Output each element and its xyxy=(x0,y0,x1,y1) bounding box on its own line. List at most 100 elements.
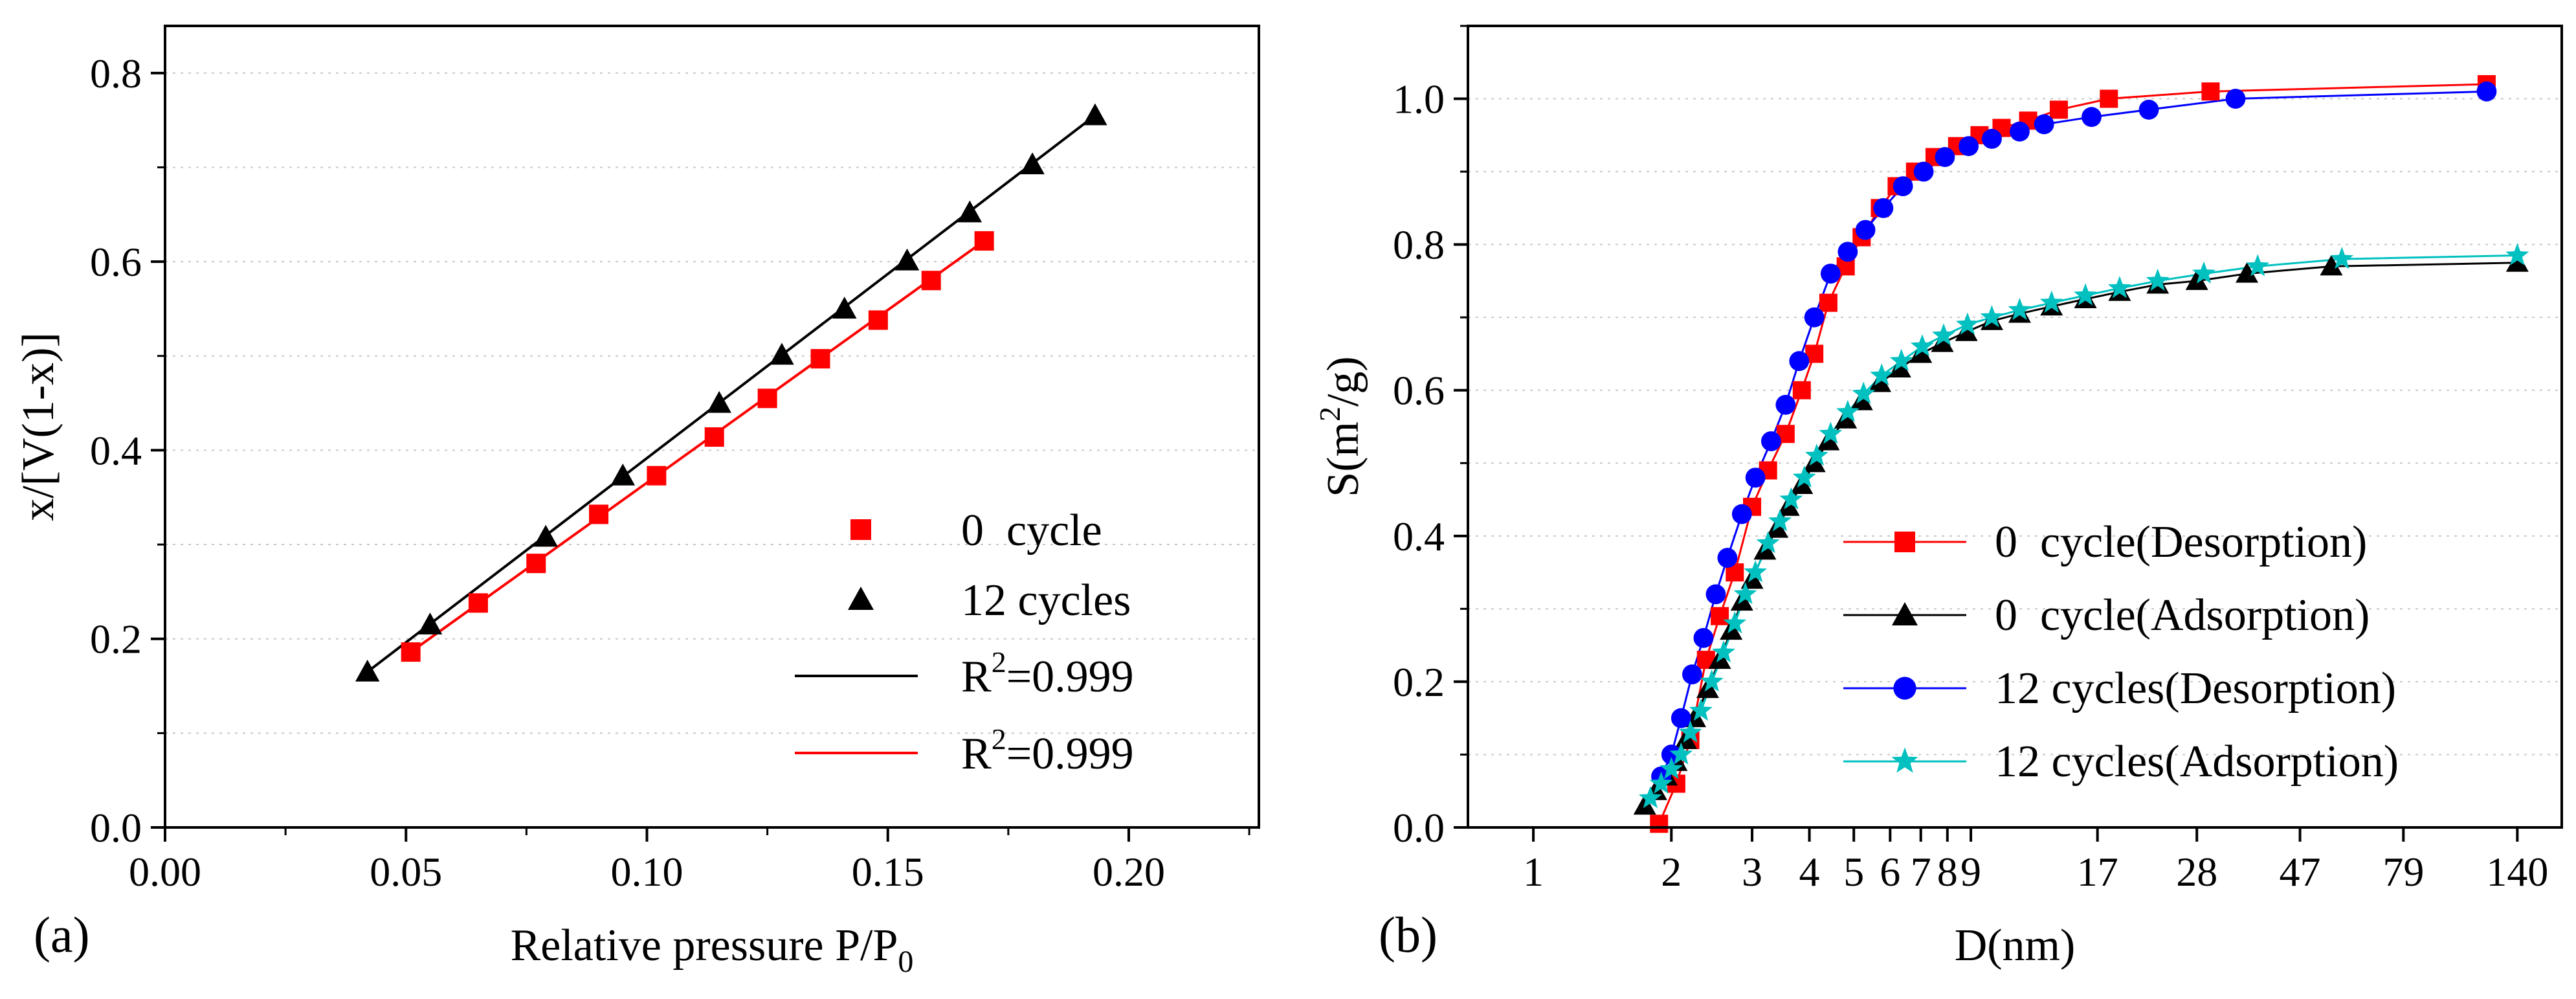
chart-b-x-label: D(nm) xyxy=(1955,921,2076,971)
x-tick-label: 0.20 xyxy=(1093,849,1165,895)
point-12-cycles-adsorption xyxy=(1889,348,1913,371)
point-0-cycle xyxy=(921,271,941,291)
point-12-cycles-adsorption xyxy=(1649,771,1673,794)
point-12-cycles-desorption xyxy=(2138,100,2159,120)
chart-a-x-ticks: 0.00 0.05 0.10 0.15 0.20 xyxy=(129,827,1250,895)
point-12-cycles-adsorption xyxy=(2246,254,2270,276)
point-12-cycles-desorption xyxy=(1731,504,1752,524)
x-tick-label: 0.05 xyxy=(370,849,442,895)
chart-a-panel-label: (a) xyxy=(34,906,90,963)
chart-a-y-ticks: 0.0 0.2 0.4 0.6 0.8 xyxy=(90,51,165,851)
point-12-cycles-desorption xyxy=(1745,467,1766,488)
chart-a-x-label-sub: 0 xyxy=(898,945,913,979)
point-12-cycles-adsorption xyxy=(2039,290,2063,313)
x-tick-label: 3 xyxy=(1742,849,1762,895)
chart-a-grid xyxy=(165,72,1259,734)
fit-black-rest: =0.999 xyxy=(1006,652,1134,702)
point-12-cycles-desorption xyxy=(2034,114,2054,135)
point-12-cycles xyxy=(770,342,794,365)
point-12-cycles-adsorption xyxy=(1689,699,1713,721)
y-tick-label: 0.4 xyxy=(90,427,142,473)
x-tick-label: 79 xyxy=(2382,849,2424,895)
point-0-cycle-desorption xyxy=(2049,100,2068,119)
chart-a-x-label-main: Relative pressure P/P xyxy=(511,921,898,971)
legend-item-0-cycle: 0 cycle xyxy=(850,506,1102,556)
point-12-cycles-desorption xyxy=(2010,121,2030,142)
point-12-cycles-adsorption xyxy=(1700,669,1724,692)
point-0-cycle-adsorption xyxy=(2185,269,2208,290)
legend-marker-12-cycles-desorption xyxy=(1893,677,1916,700)
point-0-cycle-adsorption xyxy=(1931,331,1954,352)
legend-marker-12-cycles xyxy=(848,587,874,610)
legend-label-0-cycle-adsorption: 0 cycle(Adsorption) xyxy=(1995,590,2370,640)
point-12-cycles-desorption xyxy=(1838,241,1858,262)
chart-b-y-label-main: S(m xyxy=(1318,421,1368,497)
point-12-cycles-adsorption xyxy=(2505,243,2529,265)
point-0-cycle xyxy=(757,388,777,409)
legend-marker-0-cycle xyxy=(850,519,871,540)
chart-a-legend: 0 cycle 12 cycles R2=0.999 R2=0.999 xyxy=(795,506,1134,779)
point-0-cycle-desorption xyxy=(2201,82,2220,101)
point-0-cycle xyxy=(401,642,421,662)
point-12-cycles-adsorption xyxy=(1955,312,1979,335)
x-tick-label: 9 xyxy=(1960,849,1981,895)
point-12-cycles-adsorption xyxy=(1870,363,1894,386)
point-12-cycles-desorption xyxy=(1804,307,1825,328)
y-tick-label: 0.2 xyxy=(90,616,142,662)
point-12-cycles-desorption xyxy=(2476,81,2497,102)
chart-b-y-ticks: 0.0 0.2 0.4 0.6 0.8 1.0 xyxy=(1393,25,1468,851)
x-tick-label: 4 xyxy=(1799,849,1820,895)
legend-item-0-cycle-desorption: 0 cycle(Desorption) xyxy=(1843,517,2367,567)
point-12-cycles-adsorption xyxy=(1768,509,1792,532)
legend-item-12-cycles: 12 cycles xyxy=(848,576,1131,625)
y-tick-label: 0.8 xyxy=(1393,222,1445,268)
x-tick-label: 17 xyxy=(2077,849,2118,895)
point-12-cycles-adsorption xyxy=(1723,611,1747,634)
point-12-cycles-adsorption xyxy=(1669,742,1693,765)
point-12-cycles-adsorption xyxy=(1980,305,2004,328)
y-tick-label: 0.0 xyxy=(1393,805,1445,851)
point-0-cycle xyxy=(468,593,488,613)
x-tick-label: 1 xyxy=(1523,849,1544,895)
point-12-cycles-desorption xyxy=(1705,584,1726,605)
point-12-cycles-adsorption xyxy=(1779,487,1803,510)
point-0-cycle xyxy=(974,231,994,251)
point-12-cycles-desorption xyxy=(1873,197,1894,218)
legend-marker-0-cycle-desorption xyxy=(1894,532,1915,552)
x-tick-label: 28 xyxy=(2176,849,2217,895)
point-12-cycles-adsorption xyxy=(1733,582,1757,605)
point-0-cycle-desorption xyxy=(1650,814,1669,833)
point-12-cycles-adsorption xyxy=(2330,247,2354,269)
point-12-cycles-desorption xyxy=(1913,161,1934,182)
point-12-cycles-adsorption xyxy=(1910,334,1934,357)
legend-marker-12-cycles-adsorption xyxy=(1891,747,1918,773)
x-tick-label: 0.15 xyxy=(852,849,924,895)
y-tick-label: 1.0 xyxy=(1393,76,1445,122)
point-12-cycles xyxy=(355,659,380,682)
y-tick-label: 0.4 xyxy=(1393,513,1445,559)
fit-black-r: R xyxy=(961,652,992,702)
point-12-cycles-adsorption xyxy=(1660,757,1683,780)
point-12-cycles-adsorption xyxy=(2008,298,2032,320)
point-12-cycles-desorption xyxy=(1671,708,1691,728)
legend-item-fit-red: R2=0.999 xyxy=(795,723,1134,779)
point-0-cycle-adsorption xyxy=(1955,320,1978,341)
point-0-cycle-adsorption xyxy=(2320,254,2343,276)
point-12-cycles-desorption xyxy=(1959,136,1979,157)
point-12-cycles-desorption xyxy=(1693,627,1714,648)
point-12-cycles-adsorption xyxy=(1852,381,1876,404)
chart-b: 1 2 3 4 5 6 7 8 9 17 28 47 79 140 0.00.20.40.60.81.0 … xyxy=(1313,25,2563,971)
chart-b-y-label-rest: /g) xyxy=(1318,356,1368,407)
chart-a-points xyxy=(355,103,1107,682)
point-12-cycles-adsorption xyxy=(2074,283,2097,306)
point-12-cycles-desorption xyxy=(2225,89,2246,109)
point-0-cycle-adsorption xyxy=(2505,251,2529,272)
point-0-cycle-adsorption xyxy=(2236,262,2259,283)
fit-black-sup: 2 xyxy=(992,645,1006,679)
point-0-cycle-desorption xyxy=(2100,89,2118,108)
point-12-cycles-desorption xyxy=(1789,351,1810,372)
point-0-cycle xyxy=(704,427,724,447)
legend-marker-12-cycles-adsorption xyxy=(1891,747,1918,773)
x-tick-label: 140 xyxy=(2486,849,2548,895)
